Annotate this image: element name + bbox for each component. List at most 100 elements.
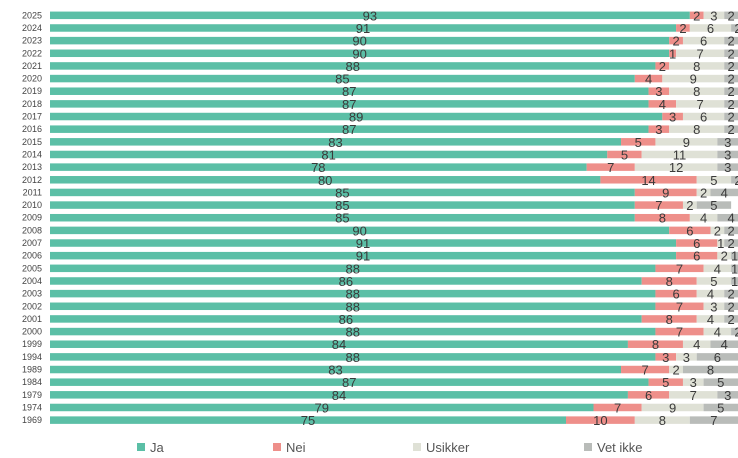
data-label-ja-2011: 85: [335, 185, 349, 200]
data-label-nei-2011: 9: [662, 185, 669, 200]
bar-vet-ikke-2012: [731, 176, 738, 184]
data-label-usikker-1999: 4: [693, 337, 700, 352]
data-label-usikker-2007: 1: [717, 236, 724, 251]
bar-ja-2001: [50, 315, 642, 323]
data-label-usikker-2024: 6: [707, 21, 714, 36]
bar-ja-2012: [50, 176, 601, 184]
data-label-ja-1979: 84: [332, 388, 346, 403]
bar-usikker-2024: [689, 24, 732, 32]
data-label-nei-2001: 8: [666, 312, 673, 327]
bar-vet-ikke-2017: [724, 112, 738, 121]
bar-usikker-1984: [682, 378, 704, 386]
legend-label-usikker: Usikker: [426, 439, 470, 455]
bar-vet-ikke-2018: [724, 100, 738, 108]
bar-vet-ikke-2016: [724, 125, 738, 133]
bar-nei-2010: [634, 201, 683, 209]
bar-usikker-2005: [703, 264, 732, 273]
data-label-nei-2002: 7: [676, 299, 683, 314]
bar-usikker-1989: [669, 365, 683, 374]
bar-ja-2023: [50, 36, 670, 45]
bar-vet-ikke-2006: [731, 251, 738, 260]
bar-vet-ikke-2011: [710, 188, 738, 197]
data-label-vet-ikke-2024: 2: [734, 21, 738, 36]
category-label-1989: 1989: [22, 365, 42, 375]
data-label-ja-1994: 88: [345, 350, 359, 365]
data-label-usikker-2013: 12: [669, 160, 683, 175]
bar-usikker-2013: [634, 163, 718, 171]
bar-ja-1979: [50, 391, 628, 399]
data-label-nei-1999: 8: [652, 337, 659, 352]
data-label-vet-ikke-2020: 2: [728, 72, 735, 87]
data-label-vet-ikke-2004: 1: [731, 274, 738, 289]
bar-ja-2005: [50, 264, 656, 273]
data-label-ja-2007: 91: [356, 236, 370, 251]
bar-nei-2006: [676, 251, 718, 260]
data-label-vet-ikke-2015: 3: [724, 135, 731, 150]
bar-nei-2020: [634, 74, 663, 83]
category-label-1994: 1994: [22, 352, 42, 362]
data-label-ja-2023: 90: [352, 34, 366, 49]
bar-ja-2015: [50, 138, 622, 146]
data-label-ja-2019: 87: [342, 84, 356, 99]
data-label-ja-2016: 87: [342, 122, 356, 137]
bar-usikker-2020: [662, 74, 725, 83]
category-label-2019: 2019: [22, 86, 42, 96]
bar-vet-ikke-2020: [724, 74, 738, 83]
data-label-nei-1974: 7: [614, 400, 621, 415]
data-label-nei-2009: 8: [659, 211, 666, 226]
data-label-ja-2006: 91: [356, 249, 370, 264]
data-label-nei-2025: 2: [693, 8, 700, 23]
data-label-ja-1984: 87: [342, 375, 356, 390]
data-label-usikker-2009: 4: [700, 211, 707, 226]
category-label-2024: 2024: [22, 23, 42, 33]
data-label-vet-ikke-2014: 3: [724, 147, 731, 162]
data-label-nei-1969: 10: [593, 413, 607, 428]
data-label-nei-2013: 7: [607, 160, 614, 175]
bar-ja-2006: [50, 251, 677, 260]
bar-nei-2015: [621, 138, 656, 146]
data-label-nei-2018: 4: [659, 97, 666, 112]
category-label-2016: 2016: [22, 124, 42, 134]
bar-nei-2018: [648, 100, 677, 108]
bar-vet-ikke-2001: [724, 315, 738, 323]
category-label-1969: 1969: [22, 415, 42, 425]
bar-vet-ikke-2009: [717, 213, 738, 222]
bar-vet-ikke-2002: [724, 302, 738, 311]
data-label-nei-2003: 6: [672, 287, 679, 302]
data-label-nei-2004: 8: [666, 274, 673, 289]
bar-vet-ikke-2024: [731, 24, 738, 32]
data-label-ja-2003: 88: [345, 287, 359, 302]
category-label-2012: 2012: [22, 175, 42, 185]
bar-usikker-1969: [634, 416, 690, 424]
data-label-usikker-2019: 8: [693, 84, 700, 99]
data-label-ja-1989: 83: [328, 363, 342, 378]
category-label-2013: 2013: [22, 162, 42, 172]
bar-vet-ikke-1984: [703, 378, 738, 386]
data-label-vet-ikke-2005: 1: [731, 261, 738, 276]
data-label-usikker-1979: 7: [690, 388, 697, 403]
data-label-ja-2010: 85: [335, 198, 349, 213]
data-label-nei-2019: 3: [655, 84, 662, 99]
data-label-nei-2017: 3: [669, 110, 676, 125]
data-label-ja-2014: 81: [321, 147, 335, 162]
bar-usikker-1974: [641, 403, 704, 412]
data-label-vet-ikke-2001: 2: [728, 312, 735, 327]
bar-usikker-2004: [696, 277, 732, 285]
bar-usikker-2025: [703, 11, 725, 20]
data-label-ja-2000: 88: [345, 325, 359, 340]
data-label-vet-ikke-1989: 8: [707, 363, 714, 378]
bar-vet-ikke-2022: [724, 49, 738, 58]
bar-usikker-2002: [703, 302, 725, 311]
bar-nei-1999: [627, 340, 683, 348]
bar-ja-2019: [50, 87, 649, 95]
bar-vet-ikke-2010: [696, 201, 732, 209]
bar-nei-2019: [648, 87, 670, 95]
data-label-usikker-2010: 2: [686, 198, 693, 213]
bar-ja-2008: [50, 226, 670, 235]
data-label-ja-2005: 88: [345, 261, 359, 276]
bar-nei-2022: [669, 49, 677, 58]
bar-ja-2013: [50, 163, 587, 171]
bar-usikker-2023: [682, 36, 725, 45]
data-label-nei-2016: 3: [655, 122, 662, 137]
data-label-usikker-1994: 3: [683, 350, 690, 365]
